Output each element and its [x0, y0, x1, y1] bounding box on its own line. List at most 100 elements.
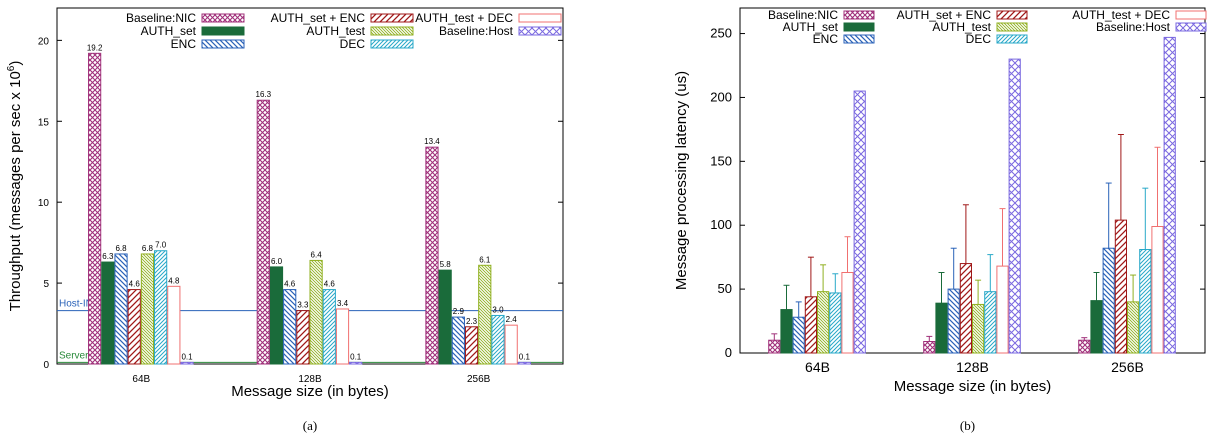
tp-data-label: 4.8 — [168, 276, 180, 285]
tp-bar — [425, 146, 439, 365]
tp-data-label: 4.6 — [324, 280, 336, 289]
lat-bar — [972, 303, 985, 354]
tp-legend-label: Baseline:Host — [439, 24, 514, 38]
tp-data-label: 0.1 — [519, 352, 531, 361]
tp-legend-swatch — [370, 26, 414, 36]
lat-ytick-label: 50 — [718, 281, 732, 296]
lat-bar — [947, 288, 960, 354]
lat-legend-label: ENC — [813, 32, 839, 46]
tp-bar — [504, 324, 518, 365]
lat-ytick-label: 200 — [710, 89, 732, 104]
tp-data-label: 3.3 — [297, 301, 309, 310]
lat-bar — [817, 291, 830, 354]
tp-bar — [127, 289, 141, 365]
tp-legend-label: AUTH_set — [141, 24, 197, 38]
tp-data-label: 0.1 — [181, 352, 193, 361]
lat-legend-swatch — [996, 10, 1028, 20]
tp-data-label: 6.4 — [311, 250, 323, 259]
tp-legend-label: ENC — [171, 37, 197, 51]
tp-legend-swatch — [201, 39, 245, 49]
tp-bar — [335, 308, 350, 365]
tp-data-label: 13.4 — [424, 137, 440, 146]
tp-bar — [154, 250, 168, 365]
tp-data-label: 3.4 — [337, 299, 349, 308]
lat-legend-swatch — [843, 10, 875, 20]
tp-legend-swatch — [370, 13, 414, 23]
lat-legend-swatch — [996, 34, 1028, 44]
lat-legend-swatch — [843, 34, 875, 44]
lat-legend-label: AUTH_set + ENC — [897, 8, 992, 22]
tp-bar — [491, 314, 505, 365]
tp-bar — [464, 326, 479, 365]
tp-bar — [256, 99, 270, 365]
latency-chart: 0 50 100 150 200 250 64B 128B 256B Message size (… — [673, 7, 1207, 433]
tp-legend-label: Baseline:NIC — [126, 11, 196, 25]
tp-bar — [517, 361, 531, 365]
tp-legend-swatch — [518, 13, 562, 23]
tp-bar — [322, 289, 336, 365]
tp-legend-swatch — [518, 26, 562, 36]
lat-legend-label: AUTH_test + DEC — [1072, 8, 1170, 22]
lat-legend-swatch — [996, 22, 1028, 32]
tp-refline-label: Host-INT — [59, 299, 99, 310]
lat-ytick-label: 250 — [710, 26, 732, 41]
tp-data-label: 16.3 — [256, 90, 272, 99]
lat-bar — [1078, 339, 1091, 354]
tp-data-label: 6.3 — [102, 252, 114, 261]
tp-legend-swatch — [201, 26, 245, 36]
tp-bar — [269, 266, 284, 365]
lat-caption: (b) — [960, 418, 975, 433]
tp-data-label: 6.8 — [142, 244, 154, 253]
tp-refline-label: Serverless — [59, 350, 106, 361]
tp-caption: (a) — [303, 418, 317, 433]
tp-xtick-label: 256B — [467, 374, 491, 385]
tp-legend-swatch — [370, 39, 414, 49]
lat-bar — [1127, 301, 1140, 354]
lat-xtick-label: 128B — [956, 359, 989, 375]
lat-bar — [1102, 247, 1115, 354]
tp-data-label: 19.2 — [87, 43, 103, 52]
tp-legend-label: AUTH_set + ENC — [271, 11, 366, 25]
tp-legend-swatch — [201, 13, 245, 23]
lat-bar — [1114, 219, 1128, 354]
lat-ytick-label: 100 — [710, 217, 732, 232]
tp-legend-label: AUTH_test + DEC — [415, 11, 513, 25]
tp-data-label: 0.1 — [350, 352, 362, 361]
tp-xlabel: Message size (in bytes) — [231, 383, 389, 400]
lat-legend-swatch — [1175, 22, 1207, 32]
lat-legend-label: AUTH_test — [932, 20, 991, 34]
lat-ylabel: Message processing latency (us) — [673, 71, 690, 290]
tp-data-label: 6.1 — [479, 255, 491, 264]
tp-data-label: 4.6 — [129, 280, 141, 289]
tp-data-label: 4.6 — [284, 280, 296, 289]
lat-bar — [984, 291, 997, 354]
tp-bar — [283, 289, 297, 365]
lat-bar — [780, 309, 793, 354]
lat-bar — [996, 265, 1009, 354]
tp-data-label: 2.3 — [466, 317, 478, 326]
lat-bar — [768, 339, 781, 354]
lat-bar — [959, 263, 972, 354]
tp-ylabel: Throughput (messages per sec x 106) — [6, 61, 24, 312]
tp-bar — [296, 310, 310, 365]
lat-bar — [1008, 58, 1021, 354]
tp-bar — [478, 264, 492, 365]
lat-legend-label: Baseline:Host — [1096, 20, 1171, 34]
tp-data-label: 6.0 — [271, 257, 283, 266]
tp-bar — [180, 361, 194, 365]
tp-ytick-label: 10 — [38, 198, 50, 209]
tp-data-label: 3.0 — [492, 305, 504, 314]
lat-ytick-label: 0 — [725, 345, 732, 360]
lat-bar — [935, 302, 948, 354]
lat-bar — [1139, 249, 1152, 354]
tp-bar — [309, 259, 323, 365]
tp-legend-label: AUTH_test — [306, 24, 365, 38]
tp-bar — [451, 316, 465, 365]
throughput-chart: 05101520Host-INTServerless19.26.36.84.66… — [6, 7, 564, 433]
tp-bar — [140, 253, 155, 365]
tp-bar — [114, 253, 128, 365]
lat-xlabel: Message size (in bytes) — [894, 378, 1052, 395]
tp-ytick-label: 15 — [38, 117, 50, 128]
lat-ytick-label: 150 — [710, 153, 732, 168]
